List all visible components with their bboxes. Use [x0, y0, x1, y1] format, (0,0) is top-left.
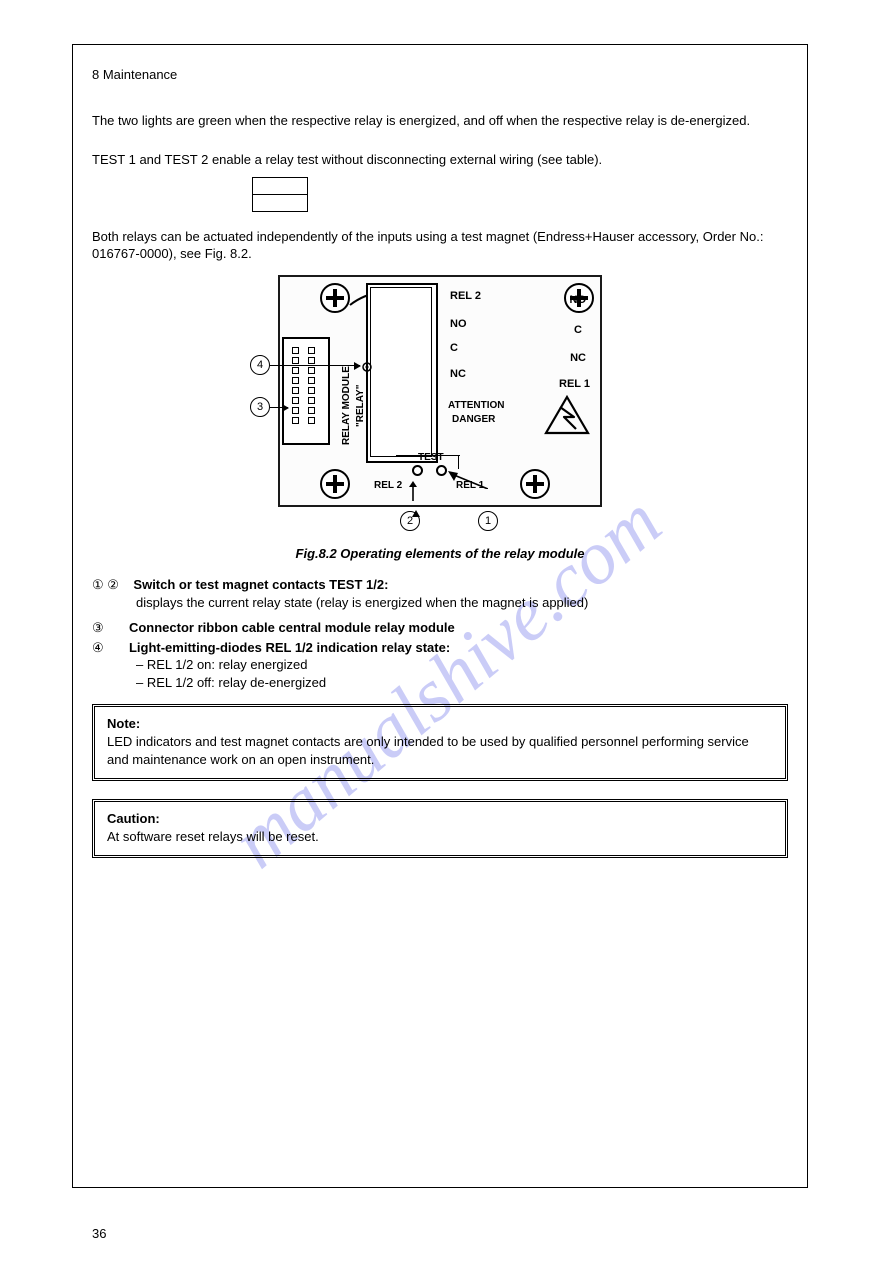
- hazard-icon: [544, 395, 590, 435]
- relay-component-inner: [370, 287, 432, 457]
- callout-arrow: [270, 365, 360, 366]
- test-contact-2: [412, 465, 423, 476]
- label-nc: NC: [450, 367, 466, 382]
- test-contact-1: [436, 465, 447, 476]
- caution-title: Caution:: [107, 811, 160, 826]
- legend-2-num: ③: [92, 620, 104, 635]
- legend-3-a: – REL 1/2 on: relay energized: [136, 656, 788, 674]
- label-test: TEST: [418, 451, 444, 465]
- test-table-cell: [253, 177, 308, 194]
- test-table: [252, 177, 308, 212]
- screw-icon: [320, 469, 350, 499]
- callout-3: 3: [250, 397, 270, 417]
- legend-2: ③ Connector ribbon cable central module …: [92, 619, 788, 637]
- legend-3-num: ④: [92, 640, 104, 655]
- label-rel1: REL 1: [559, 377, 590, 392]
- label-nc-right: NC: [570, 351, 586, 366]
- legend-3: ④ Light-emitting-diodes REL 1/2 indicati…: [92, 639, 788, 692]
- page-number: 36: [92, 1226, 106, 1241]
- legend-2-title: Connector ribbon cable central module re…: [129, 620, 455, 635]
- legend-1-num: ① ②: [92, 577, 119, 592]
- note-body: LED indicators and test magnet contacts …: [107, 734, 749, 767]
- callout-4: 4: [250, 355, 270, 375]
- label-attention: ATTENTION: [448, 399, 504, 413]
- legend-3-b: – REL 1/2 off: relay de-energized: [136, 674, 788, 692]
- legend-1: ① ② Switch or test magnet contacts TEST …: [92, 576, 788, 611]
- legend-1-body: displays the current relay state (relay …: [136, 594, 588, 612]
- led-icon: [362, 359, 372, 369]
- para-magnet: Both relays can be actuated independentl…: [92, 228, 788, 263]
- legend-3-title: Light-emitting-diodes REL 1/2 indication…: [129, 640, 450, 655]
- screw-icon: [320, 283, 350, 313]
- caution-box: Caution: At software reset relays will b…: [92, 799, 788, 858]
- para-tests-text: TEST 1 and TEST 2 enable a relay test wi…: [92, 152, 602, 167]
- trace-line: [396, 455, 460, 456]
- relay-module-diagram: RELAY MODULE "RELAY" REL 2 NO C NC NO C …: [278, 275, 602, 507]
- relay-module-sublabel: "RELAY": [354, 384, 368, 426]
- ribbon-connector: [282, 337, 330, 445]
- label-danger: DANGER: [452, 413, 495, 427]
- relay-module-label: RELAY MODULE: [340, 366, 354, 445]
- callout-arrow: [406, 481, 420, 501]
- callout-arrow: [448, 471, 488, 489]
- label-c: C: [450, 341, 458, 356]
- para-tests: TEST 1 and TEST 2 enable a relay test wi…: [92, 151, 788, 169]
- trace-line: [458, 455, 459, 469]
- label-no-right: NO: [570, 293, 587, 308]
- test-table-cell: [253, 194, 308, 211]
- label-rel2: REL 2: [450, 289, 481, 304]
- callout-1: 1: [478, 511, 498, 531]
- label-test-rel2: REL 2: [374, 479, 402, 493]
- figure-container: RELAY MODULE "RELAY" REL 2 NO C NC NO C …: [92, 275, 788, 563]
- caution-body: At software reset relays will be reset.: [107, 829, 319, 844]
- para-leds: The two lights are green when the respec…: [92, 112, 788, 130]
- callout-arrow: [270, 407, 288, 408]
- label-c-right: C: [574, 323, 582, 338]
- screw-icon: [520, 469, 550, 499]
- figure-caption: Fig.8.2 Operating elements of the relay …: [92, 545, 788, 563]
- note-box: Note: LED indicators and test magnet con…: [92, 704, 788, 781]
- section-title: 8 Maintenance: [92, 66, 788, 84]
- note-title: Note:: [107, 716, 140, 731]
- label-no: NO: [450, 317, 467, 332]
- page-content: 8 Maintenance The two lights are green w…: [92, 64, 788, 870]
- legend-1-title: Switch or test magnet contacts TEST 1/2:: [133, 577, 388, 592]
